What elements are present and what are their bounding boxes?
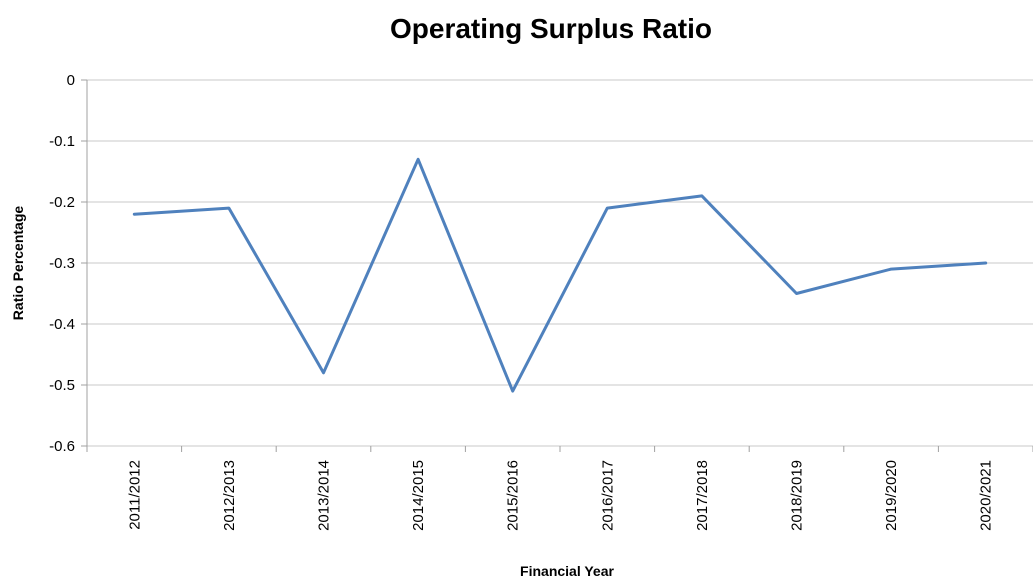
y-tick-label: -0.4 <box>49 316 75 333</box>
y-tick-label: 0 <box>67 72 75 89</box>
series-layer <box>132 157 988 393</box>
x-tick-label: 2015/2016 <box>505 460 522 531</box>
x-tick-label: 2011/2012 <box>126 460 143 530</box>
y-tick-label: -0.3 <box>49 255 75 272</box>
x-tick-label: 2018/2019 <box>789 460 806 531</box>
gridlines <box>87 79 1033 447</box>
x-tick-label: 2019/2020 <box>883 460 900 531</box>
x-tick-label: 2012/2013 <box>221 460 238 531</box>
chart-title: Operating Surplus Ratio <box>390 13 712 44</box>
y-tick-label: -0.6 <box>49 438 75 455</box>
x-tick-label: 2020/2021 <box>978 460 995 531</box>
x-tick-label: 2013/2014 <box>316 460 333 531</box>
x-tick-label: 2016/2017 <box>599 460 616 531</box>
series-line <box>132 157 988 393</box>
x-axis-title: Financial Year <box>520 563 614 579</box>
x-tick-label: 2017/2018 <box>694 460 711 531</box>
axes <box>81 79 1033 452</box>
x-tick-labels: 2011/2012 2012/2013 2013/2014 2014/2015 2015… <box>126 460 994 531</box>
y-tick-label: -0.5 <box>49 377 75 394</box>
y-tick-label: -0.1 <box>49 133 75 150</box>
y-tick-label: -0.2 <box>49 194 75 211</box>
y-tick-labels: 0 -0.1 -0.2 -0.3 -0.4 -0.5 -0.6 <box>49 72 75 455</box>
x-tick-label: 2014/2015 <box>410 460 427 531</box>
y-axis-title: Ratio Percentage <box>10 206 26 321</box>
